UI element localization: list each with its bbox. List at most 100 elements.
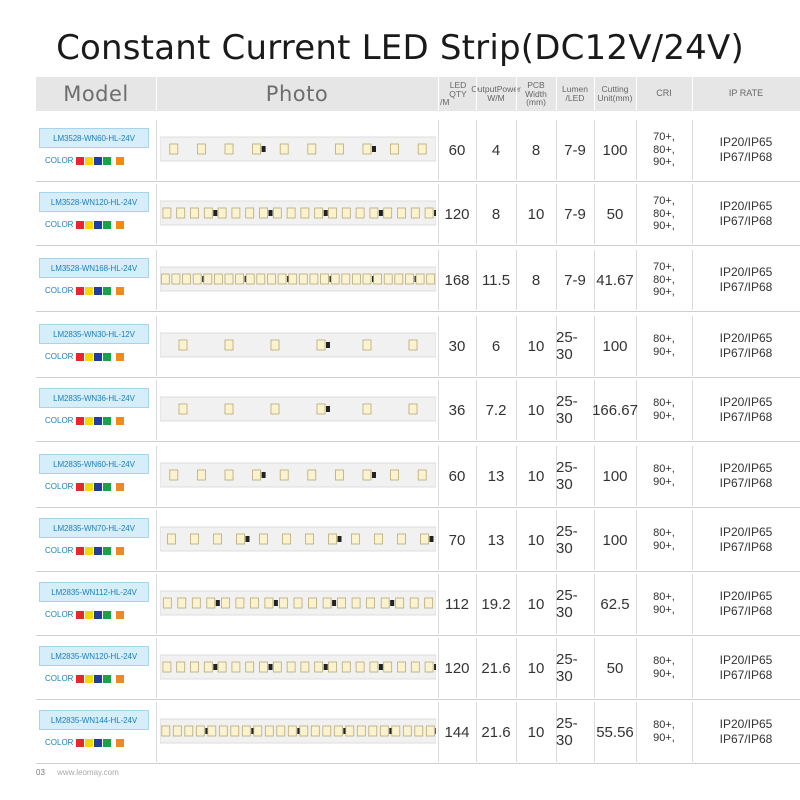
led-qty-value: 30 [448, 337, 466, 355]
cutting-unit-value: 50 [606, 205, 624, 223]
led-strip-photo [160, 136, 436, 162]
cri-values: 80+, 90+, [653, 719, 675, 744]
pcb-width-value: 10 [527, 595, 545, 613]
table-row: LM2835-WN144-HL-24V COLOR 144 21.6 10 25-30 55… [36, 702, 800, 764]
cutting-unit-value: 100 [602, 337, 628, 355]
color-label: COLOR [45, 352, 74, 361]
ip-rate-values: IP20/IP65 IP67/IP68 [719, 199, 773, 228]
color-swatch [94, 546, 103, 555]
color-swatch [85, 156, 94, 165]
color-swatch [116, 416, 125, 425]
color-swatches: COLOR [45, 738, 125, 747]
color-swatch [85, 610, 94, 619]
color-swatch [76, 674, 85, 683]
color-swatch [103, 482, 112, 491]
cri-values: 80+, 90+, [653, 655, 675, 680]
color-swatch [103, 286, 112, 295]
led-strip-photo [160, 590, 436, 616]
color-swatch [94, 482, 103, 491]
table-row: LM2835-WN112-HL-24V COLOR 112 19.2 10 25-30 62… [36, 574, 800, 636]
cri-values: 80+, 90+, [653, 463, 675, 488]
header-model: Model [63, 81, 129, 106]
color-swatch [76, 156, 85, 165]
output-power-value: 7.2 [485, 401, 507, 419]
model-label: LM3528-WN168-HL-24V [39, 258, 149, 278]
color-label: COLOR [45, 610, 74, 619]
pcb-width-value: 8 [531, 271, 541, 289]
color-swatches: COLOR [45, 546, 125, 555]
color-swatch [116, 610, 125, 619]
color-swatch [94, 220, 103, 229]
led-qty-value: 120 [444, 659, 470, 677]
color-swatch [103, 156, 112, 165]
header-pcb-width: PCB Width (mm) [525, 79, 547, 108]
model-label: LM2835-WN120-HL-24V [39, 646, 149, 666]
model-label: LM2835-WN36-HL-24V [39, 388, 149, 408]
color-swatches: COLOR [45, 156, 125, 165]
lumen-value: 25-30 [556, 715, 578, 749]
color-label: COLOR [45, 674, 74, 683]
led-qty-value: 36 [448, 401, 466, 419]
table-row: LM3528-WN60-HL-24V COLOR 60 4 8 7-9 100 70+, 80+… [36, 120, 800, 182]
pcb-width-value: 10 [527, 337, 545, 355]
cutting-unit-value: 100 [602, 141, 628, 159]
color-swatch [94, 416, 103, 425]
pcb-width-value: 10 [527, 723, 545, 741]
lumen-value: 25-30 [556, 651, 578, 685]
output-power-value: 4 [491, 141, 501, 159]
model-label: LM2835-WN144-HL-24V [39, 710, 149, 730]
color-swatches: COLOR [45, 416, 125, 425]
color-swatch [94, 352, 103, 361]
lumen-value: 25-30 [556, 329, 578, 363]
color-swatch [103, 674, 112, 683]
table-row: LM2835-WN60-HL-24V COLOR 60 13 10 25-30 100 80+… [36, 446, 800, 508]
color-swatch [85, 352, 94, 361]
model-label: LM3528-WN60-HL-24V [39, 128, 149, 148]
led-strip-photo [160, 718, 436, 744]
color-label: COLOR [45, 738, 74, 747]
model-label: LM3528-WN120-HL-24V [39, 192, 149, 212]
header-ip-rate: IP RATE [728, 88, 764, 99]
color-swatch [85, 220, 94, 229]
color-swatch [94, 738, 103, 747]
color-swatch [103, 352, 112, 361]
led-qty-value: 112 [445, 595, 469, 613]
cutting-unit-value: 62.5 [600, 595, 630, 613]
color-swatch [85, 482, 94, 491]
lumen-value: 7-9 [564, 271, 586, 289]
color-swatches: COLOR [45, 286, 125, 295]
color-swatch [116, 482, 125, 491]
color-swatch [85, 674, 94, 683]
pcb-width-value: 10 [527, 401, 545, 419]
color-swatch [116, 352, 125, 361]
header-lumen: Lumen/LED [562, 84, 588, 103]
output-power-value: 11.5 [481, 271, 511, 289]
color-swatch [116, 674, 125, 683]
led-qty-value: 60 [448, 467, 466, 485]
led-qty-value: 120 [444, 205, 470, 223]
color-swatch [76, 738, 85, 747]
ip-rate-values: IP20/IP65 IP67/IP68 [719, 395, 773, 424]
pcb-width-value: 10 [527, 659, 545, 677]
cutting-unit-value: 41.67 [596, 271, 634, 289]
ip-rate-values: IP20/IP65 IP67/IP68 [719, 135, 773, 164]
cutting-unit-value: 100 [602, 467, 628, 485]
color-swatch [85, 286, 94, 295]
led-strip-photo [160, 462, 436, 488]
lumen-value: 25-30 [556, 459, 578, 493]
pcb-width-value: 10 [527, 467, 545, 485]
led-strip-photo [160, 200, 436, 226]
color-swatch [94, 610, 103, 619]
ip-rate-values: IP20/IP65 IP67/IP68 [719, 265, 773, 294]
led-qty-value: 70 [448, 531, 466, 549]
output-power-value: 21.6 [481, 659, 511, 677]
header-output-power: OutputPower W/M [471, 84, 521, 103]
ip-rate-values: IP20/IP65 IP67/IP68 [719, 461, 773, 490]
model-label: LM2835-WN60-HL-24V [39, 454, 149, 474]
color-swatch [76, 546, 85, 555]
table-row: LM2835-WN30-HL-12V COLOR 30 6 10 25-30 100 80+,… [36, 316, 800, 378]
table-header: Model Photo LED QTY/M OutputPower W/M PCB… [36, 77, 800, 111]
color-swatch [94, 156, 103, 165]
ip-rate-values: IP20/IP65 IP67/IP68 [719, 331, 773, 360]
header-photo: Photo [265, 81, 329, 106]
